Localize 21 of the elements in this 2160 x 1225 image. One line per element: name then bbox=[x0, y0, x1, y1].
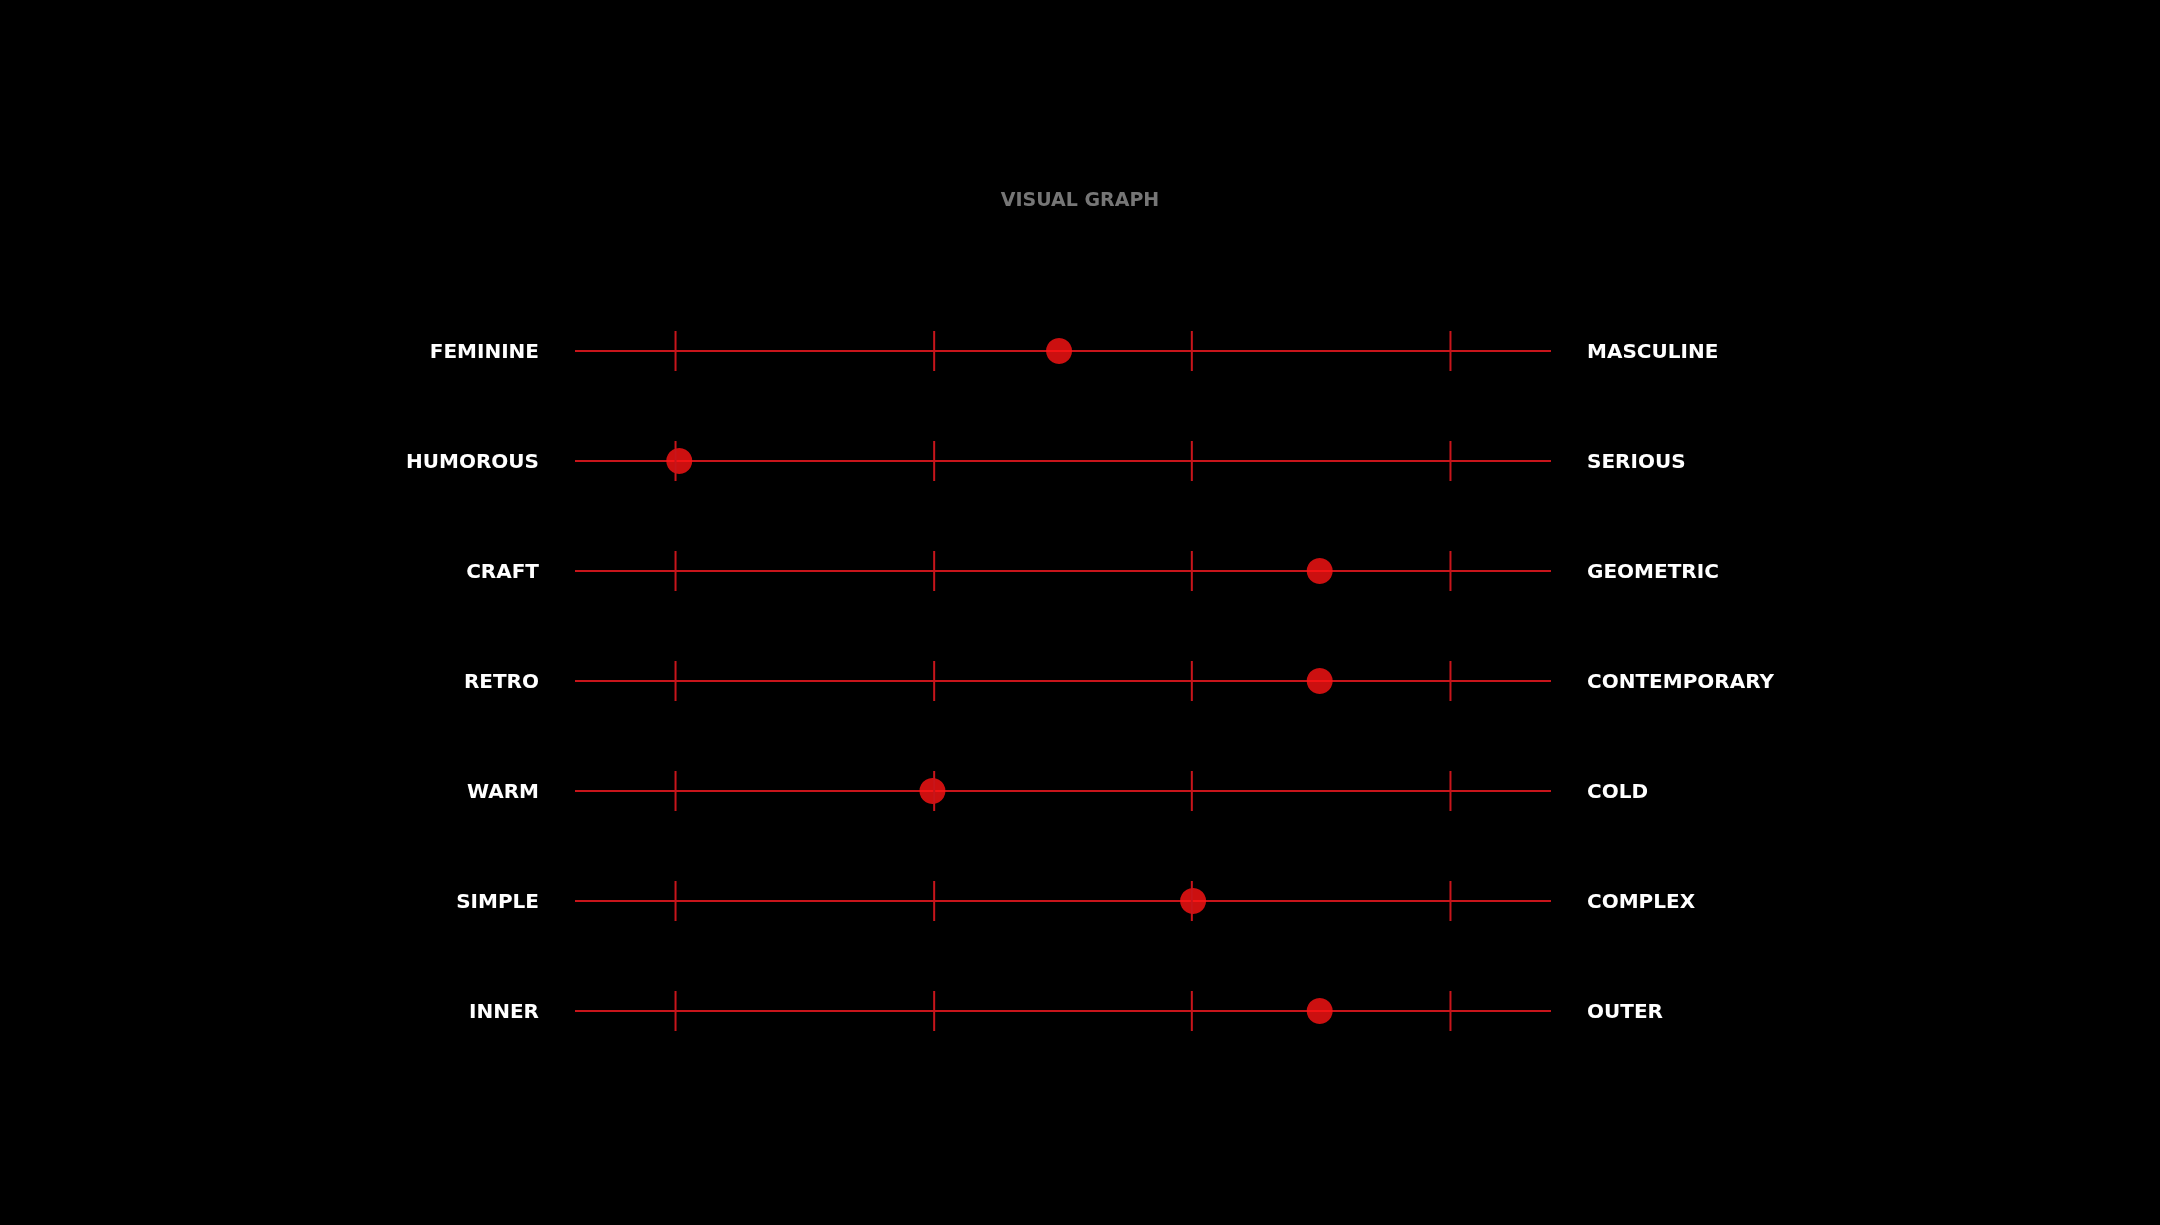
chart-title: VISUAL GRAPH bbox=[1000, 187, 1160, 210]
point bbox=[1046, 338, 1073, 364]
y2-tick-label: COLD bbox=[1587, 779, 1649, 803]
y2-tick-label: GEOMETRIC bbox=[1587, 559, 1719, 583]
point bbox=[1306, 998, 1333, 1024]
y-tick-label: SIMPLE bbox=[456, 889, 539, 913]
y2-tick-label: SERIOUS bbox=[1587, 449, 1686, 473]
y-tick-label: RETRO bbox=[463, 669, 539, 693]
y2-tick-label: COMPLEX bbox=[1587, 889, 1696, 913]
point bbox=[1306, 668, 1333, 694]
y-tick-label: WARM bbox=[467, 779, 539, 803]
y2-tick-label: CONTEMPORARY bbox=[1587, 669, 1775, 693]
y2-tick-label: OUTER bbox=[1587, 999, 1663, 1023]
point bbox=[1180, 888, 1207, 914]
y-tick-label: FEMININE bbox=[429, 339, 539, 363]
y2-tick-label: MASCULINE bbox=[1587, 339, 1719, 363]
y-tick-label: INNER bbox=[469, 999, 539, 1023]
point bbox=[1306, 558, 1333, 584]
point bbox=[666, 448, 693, 474]
y-tick-label: CRAFT bbox=[466, 559, 540, 583]
y-tick-label: HUMOROUS bbox=[406, 449, 539, 473]
